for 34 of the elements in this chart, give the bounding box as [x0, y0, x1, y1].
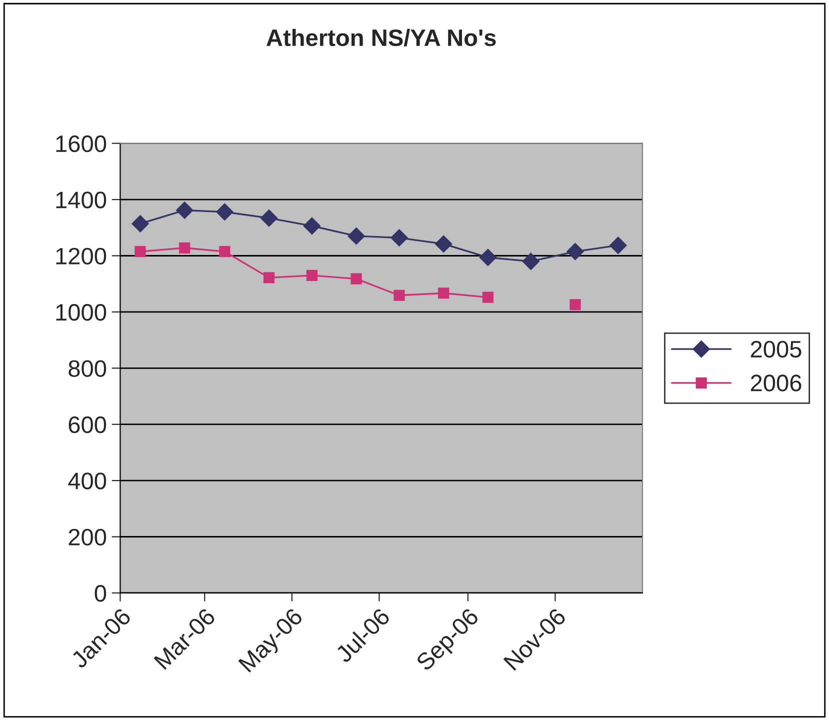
- point: [132, 215, 149, 232]
- y-tick-label: 600: [68, 416, 106, 434]
- point: [350, 273, 362, 284]
- point: [610, 236, 627, 254]
- point: [522, 252, 540, 270]
- point: [479, 248, 496, 266]
- point: [438, 288, 450, 299]
- point: [216, 203, 234, 220]
- y-tick-label: 400: [68, 472, 106, 490]
- y-tick-label: 1200: [56, 248, 106, 265]
- point: [566, 242, 584, 260]
- point: [435, 235, 452, 253]
- legend-label: 2006: [750, 374, 802, 392]
- y-tick-label: 0: [94, 585, 106, 602]
- point: [390, 229, 408, 246]
- point: [263, 272, 275, 284]
- point: [176, 202, 194, 219]
- point: [303, 217, 320, 235]
- point: [348, 228, 365, 245]
- point: [394, 290, 405, 301]
- point: [306, 270, 318, 281]
- y-tick-label: 800: [68, 360, 106, 377]
- y-tick-label: 1000: [56, 304, 106, 321]
- point: [570, 299, 581, 310]
- point: [219, 246, 230, 258]
- y-tick-label: 200: [68, 528, 106, 546]
- point: [482, 292, 494, 303]
- legend-label: 2005: [750, 340, 802, 358]
- point: [134, 246, 146, 258]
- y-tick-label: 1400: [56, 192, 106, 208]
- point: [260, 210, 278, 227]
- chart-title: Atherton NS/YA No's: [266, 28, 496, 46]
- point: [179, 242, 190, 254]
- y-tick-label: 1600: [56, 135, 106, 152]
